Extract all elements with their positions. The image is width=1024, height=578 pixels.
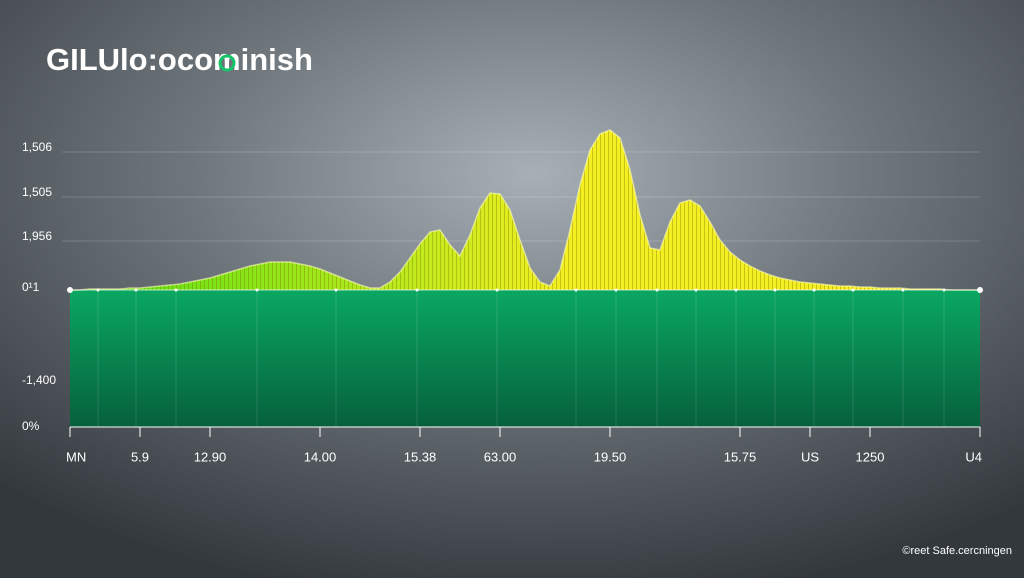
- x-tick-label: 19.50: [594, 449, 627, 464]
- x-tick-label: 14.00: [304, 449, 337, 464]
- baseline-dot: [851, 288, 855, 292]
- x-tick-label: 15.75: [724, 449, 757, 464]
- baseline-dot: [942, 288, 946, 292]
- baseline-dot: [134, 288, 138, 292]
- y-tick-label: 1,505: [22, 185, 52, 199]
- baseline-dot: [67, 287, 73, 293]
- baseline-dot: [495, 288, 499, 292]
- baseline-dot: [255, 288, 259, 292]
- x-tick-label: 12.90: [194, 449, 227, 464]
- logo-mark: [218, 54, 236, 72]
- baseline-dot: [773, 288, 777, 292]
- y-tick-label: -1,400: [22, 373, 56, 387]
- x-tick-label: 5.9: [131, 449, 149, 464]
- area-hatch: [70, 130, 980, 290]
- y-tick-label: 0%: [22, 419, 40, 433]
- footer: ©reet Safe.cercningen: [902, 545, 1012, 557]
- x-tick-label: US: [801, 449, 819, 464]
- baseline-dot: [574, 288, 578, 292]
- baseline-dot: [694, 288, 698, 292]
- baseline-dot: [901, 288, 905, 292]
- x-tick-label: 1250: [856, 449, 885, 464]
- baseline-dot: [655, 288, 659, 292]
- baseline-dot: [415, 288, 419, 292]
- baseline-dot: [812, 288, 816, 292]
- y-tick-label: 1,506: [22, 140, 52, 154]
- baseline-dot: [174, 288, 178, 292]
- baseline-dot: [334, 288, 338, 292]
- baseline-dot: [977, 287, 983, 293]
- lower-panel: [70, 290, 980, 427]
- x-tick-label: U4: [965, 449, 982, 464]
- y-tick-label: 1,956: [22, 229, 52, 243]
- area-edge: [70, 129, 980, 291]
- baseline-dot: [96, 288, 100, 292]
- x-tick-label: 63.00: [484, 449, 517, 464]
- y-tick-label: 0¹1: [22, 280, 40, 294]
- baseline-dot: [734, 288, 738, 292]
- x-tick-label: MN: [66, 449, 86, 464]
- title: GILUlo:ocominish: [46, 42, 313, 77]
- plot: 1,506 1,505 1,956 0¹1 -1,400 0% MN 5.9 12.90 14.0…: [22, 129, 983, 464]
- x-tick-label: 15.38: [404, 449, 437, 464]
- baseline-dot: [614, 288, 618, 292]
